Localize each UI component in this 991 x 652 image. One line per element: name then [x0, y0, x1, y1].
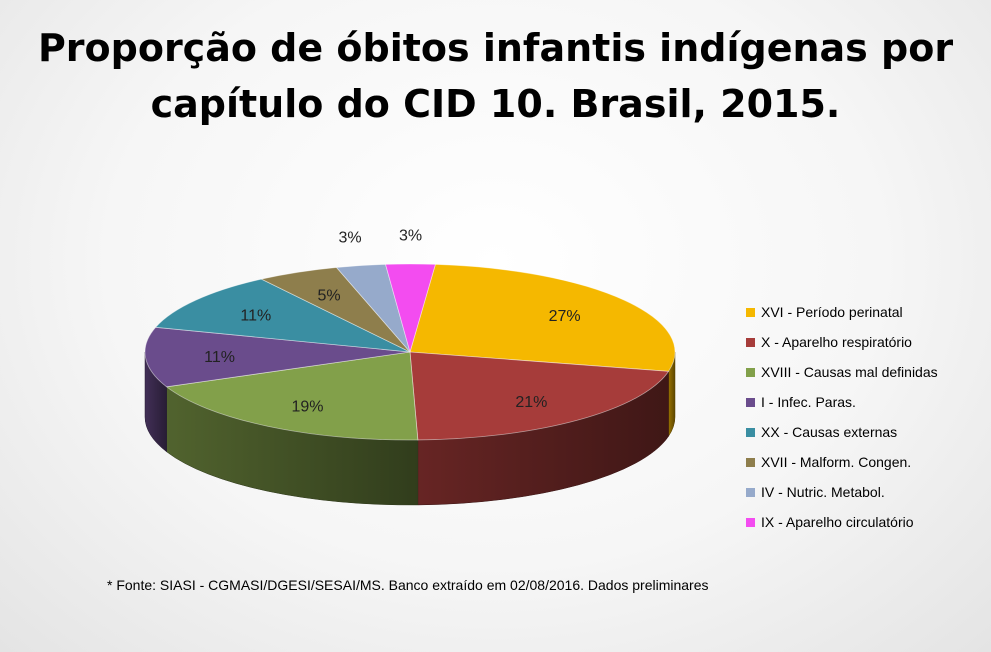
legend-swatch	[746, 517, 755, 527]
legend-label: XVII - Malform. Congen.	[761, 454, 912, 470]
legend-label: XVIII - Causas mal definidas	[761, 364, 938, 380]
legend-label: IV - Nutric. Metabol.	[761, 484, 885, 500]
data-label-2: 21%	[515, 394, 547, 411]
legend-label: IX - Aparelho circulatório	[761, 514, 914, 530]
chart-title-line-1: Proporção de óbitos infantis indígenas p…	[37, 26, 954, 70]
legend-swatch	[746, 337, 755, 347]
legend-label: XVI - Período perinatal	[761, 304, 903, 320]
data-label-3: 19%	[291, 398, 323, 415]
legend-item-1: XVI - Período perinatal	[746, 297, 938, 327]
pie-data-labels: 27% 21% 19% 11% 11% 5% 3% 3%	[204, 228, 580, 416]
legend-item-8: IX - Aparelho circulatório	[746, 507, 938, 537]
pie-slice-1	[409, 263, 676, 372]
pie-slice-4	[144, 326, 411, 388]
legend-swatch	[746, 307, 755, 317]
pie-slice-8	[384, 263, 436, 354]
legend-swatch	[746, 397, 755, 407]
data-label-1: 27%	[549, 308, 581, 325]
pie-slice-3	[165, 351, 419, 441]
legend-swatch	[746, 457, 755, 467]
pie-slice-2	[409, 351, 670, 441]
legend-label: XX - Causas externas	[761, 424, 898, 440]
legend-item-4: I - Infec. Paras.	[746, 387, 938, 417]
legend-label: X - Aparelho respiratório	[761, 334, 912, 350]
legend-item-5: XX - Causas externas	[746, 417, 938, 447]
legend-label: I - Infec. Paras.	[761, 394, 856, 410]
legend-swatch	[746, 487, 755, 497]
data-label-8: 3%	[399, 228, 422, 245]
chart-title: Proporção de óbitos infantis indígenas p…	[0, 20, 991, 132]
legend-item-2: X - Aparelho respiratório	[746, 327, 938, 357]
data-label-7: 3%	[338, 230, 361, 247]
chart-title-line-2: capítulo do CID 10. Brasil, 2015.	[150, 82, 841, 126]
legend-swatch	[746, 427, 755, 437]
legend-item-3: XVIII - Causas mal definidas	[746, 357, 938, 387]
data-label-4: 11%	[204, 349, 235, 366]
data-label-6: 5%	[318, 288, 341, 305]
data-label-5: 11%	[240, 308, 271, 325]
pie-slice-5	[154, 278, 411, 353]
chart-legend: XVI - Período perinatal X - Aparelho resp…	[746, 297, 938, 537]
pie-slices	[144, 263, 676, 441]
legend-item-7: IV - Nutric. Metabol.	[746, 477, 938, 507]
legend-item-6: XVII - Malform. Congen.	[746, 447, 938, 477]
pie-side-walls	[144, 351, 676, 506]
legend-swatch	[746, 367, 755, 377]
source-footnote: * Fonte: SIASI - CGMASI/DGESI/SESAI/MS. …	[107, 577, 709, 593]
